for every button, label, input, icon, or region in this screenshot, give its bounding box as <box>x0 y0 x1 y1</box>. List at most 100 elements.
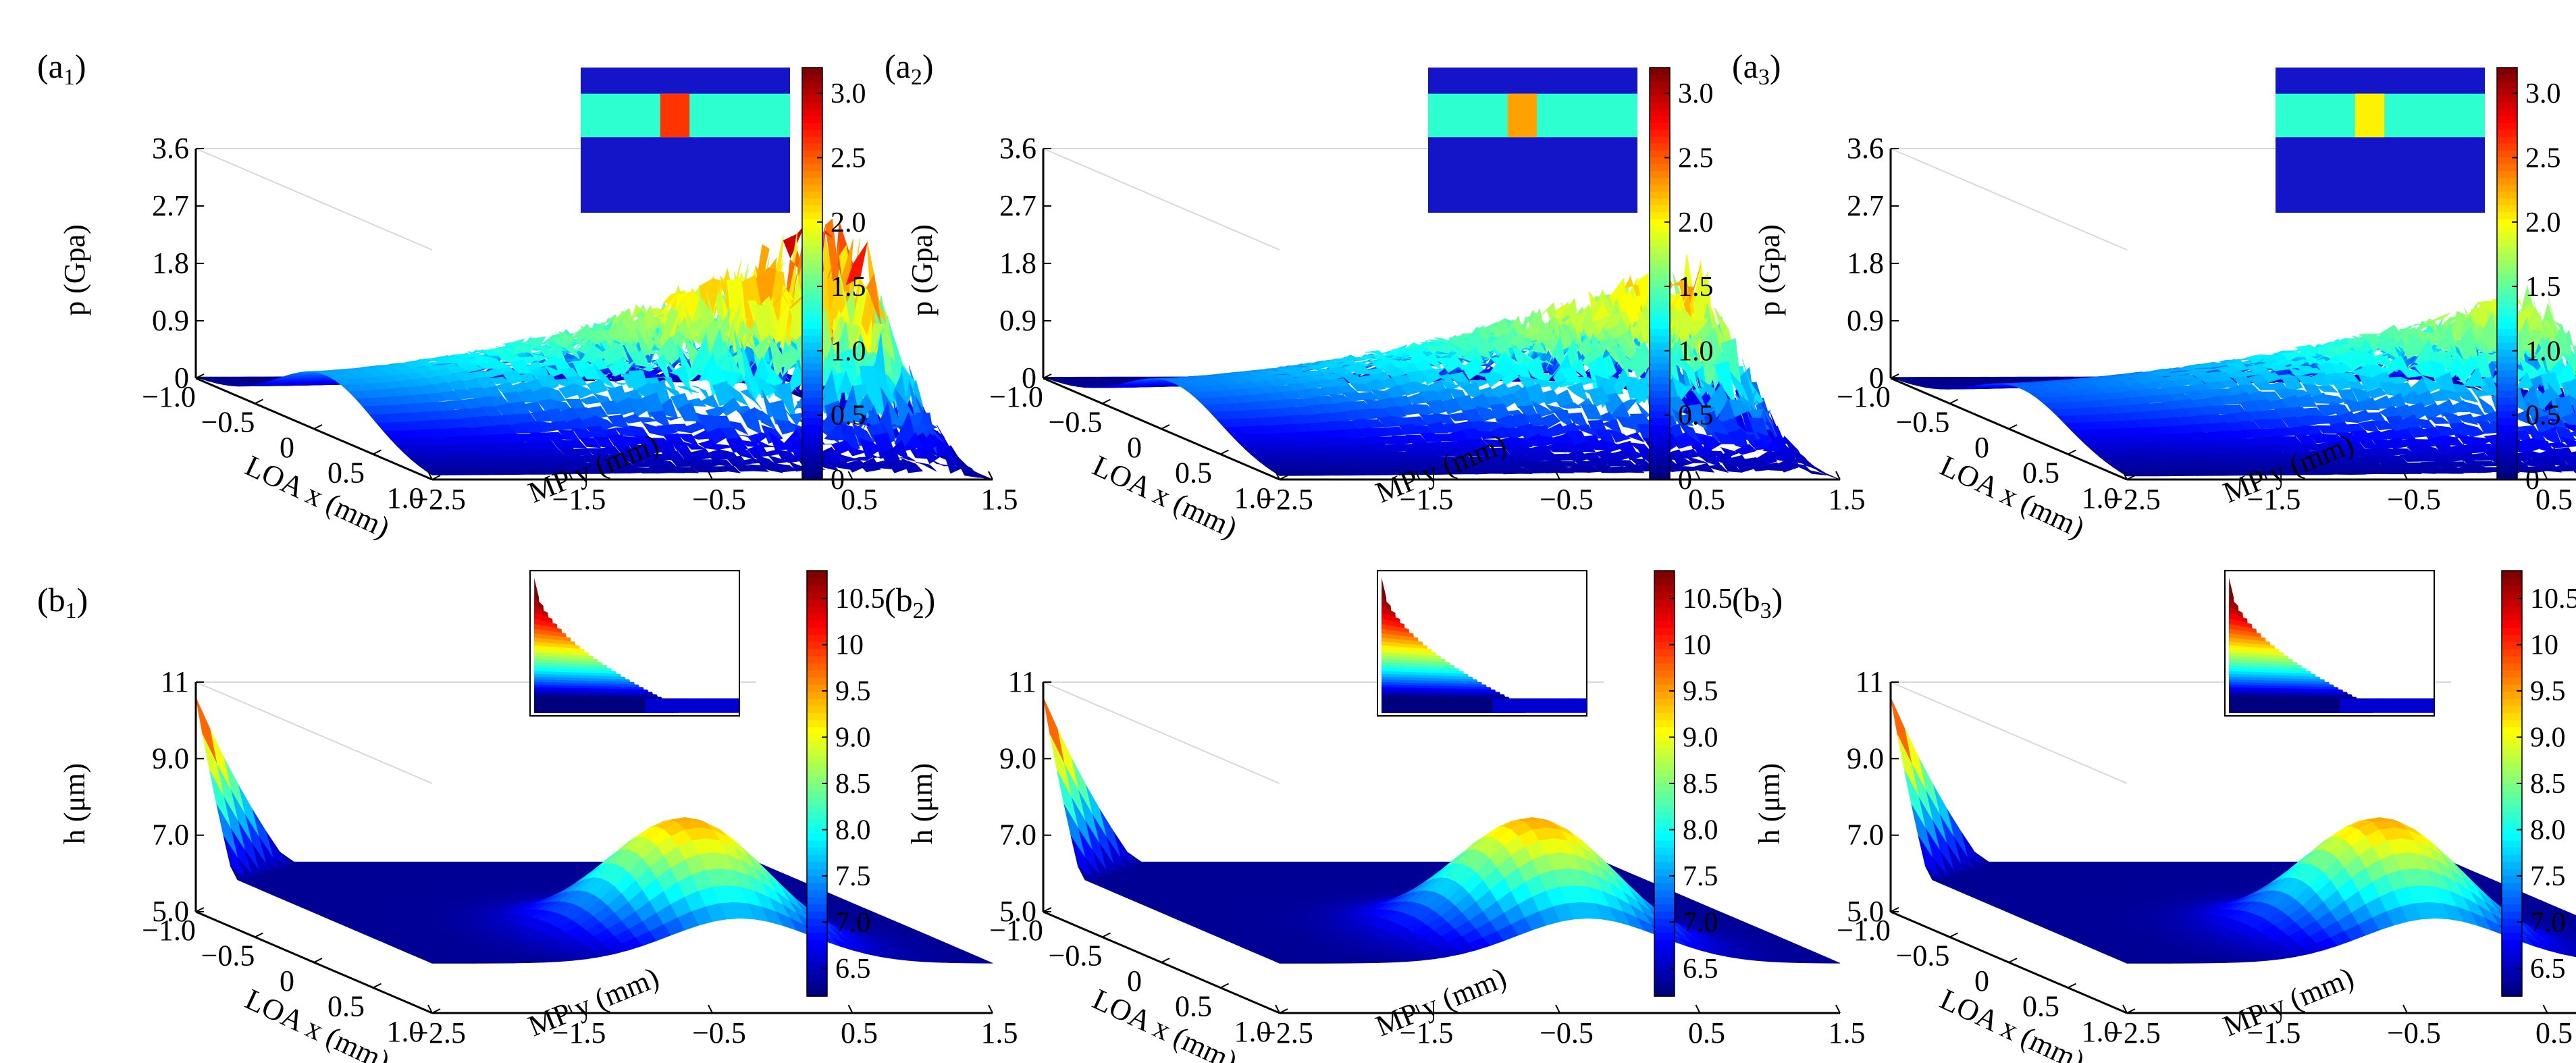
x-tick-label: 0.5 <box>2022 990 2059 1023</box>
colorbar-segment <box>807 946 827 954</box>
colorbar-segment <box>2502 592 2522 600</box>
y-tick-label: −1.5 <box>2247 1016 2301 1049</box>
x-tick-label: 0.5 <box>1175 990 1212 1023</box>
colorbar-segment <box>1650 68 1670 75</box>
colorbar-segment <box>1650 136 1670 144</box>
y-tick-label: −2.5 <box>2107 1016 2161 1049</box>
colorbar-segment <box>1650 129 1670 137</box>
surface <box>1890 697 2576 964</box>
colorbar-segment <box>1650 465 1670 473</box>
z-tick-label: 1.8 <box>999 247 1036 280</box>
y-tick <box>2262 471 2268 480</box>
colorbar-segment <box>2502 989 2522 997</box>
colorbar-segment <box>1650 81 1670 89</box>
colorbar-segment <box>2497 170 2517 178</box>
colorbar-segment <box>1650 218 1670 226</box>
colorbar: 6.5 7.0 7.5 8.0 8.5 9.0 9.5 10 10.5 <box>2501 570 2576 997</box>
x-tick <box>313 424 323 430</box>
colorbar-tick-label: 1.5 <box>1678 271 1714 303</box>
inset-hotspot <box>2355 93 2385 138</box>
colorbar-segment <box>2497 246 2517 254</box>
colorbar-segment <box>807 663 827 671</box>
colorbar-frame <box>2496 67 2518 480</box>
colorbar-segment <box>1654 599 1675 607</box>
colorbar-segment <box>2502 826 2522 834</box>
x-tick-label: 1.0 <box>2082 482 2119 515</box>
y-tick <box>427 1004 433 1014</box>
colorbar-segment <box>2502 939 2522 948</box>
colorbar-segment <box>1650 287 1670 295</box>
colorbar-segment <box>2497 397 2517 405</box>
colorbar-segment <box>802 472 822 480</box>
y-tick <box>1695 1004 1701 1014</box>
colorbar-segment <box>1650 184 1670 192</box>
z-tick-label: 2.7 <box>999 189 1036 222</box>
colorbar-segment <box>807 620 827 628</box>
z-tick-label: 11 <box>1856 665 1884 698</box>
colorbar-segment <box>802 287 822 295</box>
colorbar-segment <box>807 854 827 862</box>
panel-5: −1.0−0.500.51.0−2.5 −1.5 −0.5 0.5 1.55.07.09… <box>885 570 1866 1063</box>
colorbar-segment <box>2497 211 2517 219</box>
colorbar: 0 0.5 1.0 1.5 2.0 2.5 3.0 <box>2496 67 2561 496</box>
colorbar-segment <box>802 266 822 274</box>
colorbar-segment <box>2497 150 2517 157</box>
colorbar-segment <box>1654 960 1675 968</box>
colorbar-segment <box>1654 847 1675 855</box>
colorbar-tick-label: 10 <box>835 630 864 661</box>
colorbar-segment <box>1650 335 1670 343</box>
colorbar-segment <box>2502 627 2522 636</box>
colorbar-segment <box>2502 670 2522 678</box>
inset <box>2276 68 2485 213</box>
colorbar-tick-label: 10 <box>2530 630 2558 661</box>
colorbar-segment <box>2502 883 2522 891</box>
colorbar-segment <box>2502 875 2522 883</box>
colorbar-tick-label: 8.0 <box>835 814 871 846</box>
panel-label: (b3) <box>1732 581 1783 623</box>
y-tick <box>2542 1004 2548 1014</box>
colorbar-segment <box>802 225 822 233</box>
inset <box>581 68 790 213</box>
x-tick-label: 0.5 <box>327 990 365 1023</box>
colorbar-tick-label: 9.0 <box>2530 723 2566 754</box>
colorbar-segment <box>2502 727 2522 735</box>
x-tick <box>373 983 382 989</box>
colorbar-segment <box>807 889 827 898</box>
y-tick <box>1835 1004 1841 1014</box>
x-tick <box>255 932 263 938</box>
colorbar-segment <box>807 592 827 600</box>
colorbar-segment <box>1654 705 1675 713</box>
x-tick-label: −0.5 <box>201 939 255 973</box>
colorbar-segment <box>807 712 827 721</box>
y-tick-label: −0.5 <box>1540 483 1594 516</box>
y-tick <box>1555 471 1560 480</box>
colorbar-segment <box>1650 74 1670 82</box>
x-tick-label: 0.5 <box>327 457 365 490</box>
colorbar-segment <box>2502 620 2522 628</box>
colorbar-frame <box>1649 67 1671 480</box>
y-tick-label: 1.5 <box>981 1016 1018 1049</box>
y-tick <box>1415 471 1421 480</box>
colorbar-segment <box>807 826 827 834</box>
colorbar-segment <box>802 129 822 137</box>
colorbar-tick-label: 0 <box>2525 465 2540 496</box>
colorbar-segment <box>802 438 822 446</box>
colorbar-segment <box>802 184 822 192</box>
y-tick <box>1275 1004 1280 1014</box>
x-tick-label: −1.0 <box>989 380 1043 413</box>
colorbar-tick-label: 1.5 <box>2525 271 2561 303</box>
colorbar-tick-label: 8.5 <box>1683 769 1718 800</box>
z-tick-label: 0.9 <box>1847 304 1884 337</box>
x-tick <box>373 449 382 455</box>
x-tick <box>2008 424 2018 430</box>
z-tick-label: 5.0 <box>999 895 1036 928</box>
colorbar-tick-label: 9.0 <box>835 723 871 754</box>
colorbar-segment <box>1654 954 1675 962</box>
colorbar-segment <box>2502 925 2522 933</box>
colorbar-segment <box>2497 301 2517 309</box>
colorbar-segment <box>1650 109 1670 116</box>
colorbar-segment <box>807 648 827 656</box>
colorbar-tick-label: 0 <box>1678 465 1692 496</box>
colorbar-segment <box>807 868 827 877</box>
x-tick <box>1279 1008 1288 1014</box>
